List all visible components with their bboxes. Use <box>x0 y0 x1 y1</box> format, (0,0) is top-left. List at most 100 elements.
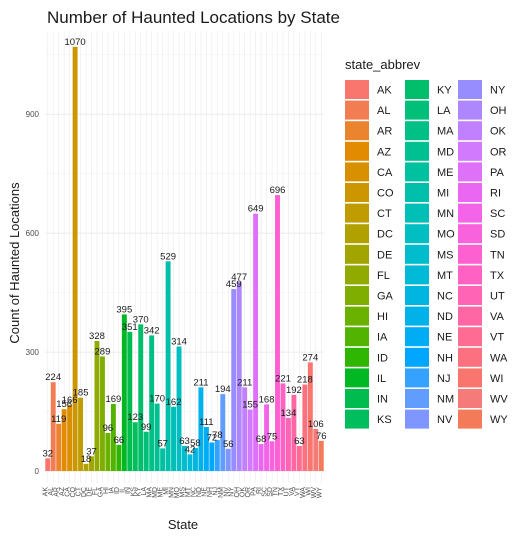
legend-label-wi: WI <box>490 373 503 385</box>
x-tick-label: NJ <box>212 487 219 496</box>
legend-key-mi <box>405 183 429 202</box>
bar-ut <box>285 417 291 471</box>
data-label-vt: 63 <box>294 436 305 447</box>
x-tick-label: CA <box>65 487 72 497</box>
x-tick-label: MN <box>169 487 176 498</box>
bar-series <box>45 46 324 472</box>
legend-key-wi <box>458 368 482 388</box>
data-label-va: 192 <box>286 385 302 396</box>
legend-label-sc: SC <box>490 208 505 220</box>
data-label-ok: 211 <box>237 377 252 388</box>
data-label-sc: 168 <box>259 394 275 405</box>
x-tick-label: HI <box>103 487 110 494</box>
legend-key-nh <box>405 347 429 367</box>
bar-il <box>121 314 127 471</box>
bar-in <box>127 331 133 471</box>
y-tick-label: 300 <box>26 348 40 357</box>
legend-key-tn <box>458 244 482 264</box>
legend-label-ms: MS <box>437 249 454 261</box>
data-label-ar: 119 <box>51 414 66 425</box>
data-label-ms: 63 <box>179 436 190 447</box>
legend-label-oh: OH <box>490 105 507 117</box>
legend-key-ms <box>405 244 429 264</box>
chart-title: Number of Haunted Locations by State <box>47 8 340 27</box>
legend-label-wy: WY <box>490 414 508 426</box>
legend-label-wv: WV <box>490 394 508 406</box>
x-tick-label: OR <box>245 487 252 498</box>
bar-ks <box>132 422 138 471</box>
x-tick-label: KY <box>136 487 143 497</box>
data-label-nj: 78 <box>212 430 223 441</box>
x-tick-label: IN <box>125 487 132 494</box>
y-axis-ticks: 0 300 600 900 <box>26 110 40 476</box>
x-tick-label: ME <box>158 487 165 498</box>
x-tick-label: MD <box>152 487 159 498</box>
legend-key-md <box>405 141 429 161</box>
legend-key-wy <box>458 409 482 429</box>
data-label-ak: 32 <box>42 448 53 459</box>
legend-label-dc: DC <box>377 229 393 241</box>
bar-wi <box>307 362 313 471</box>
data-label-nv: 56 <box>223 439 234 450</box>
legend-label-mt: MT <box>437 270 453 282</box>
legend-label-nm: NM <box>437 394 454 406</box>
bar-tx <box>280 383 286 471</box>
legend-label-ks: KS <box>377 414 392 426</box>
bar-ri <box>258 444 264 471</box>
legend-key-la <box>405 100 429 120</box>
legend-key-hi <box>345 306 369 326</box>
x-tick-label: IL <box>119 487 126 493</box>
data-label-dc: 18 <box>81 454 92 465</box>
legend-key-oh <box>458 100 482 120</box>
x-tick-label: VT <box>294 486 301 496</box>
x-tick-label: AL <box>48 487 55 496</box>
data-label-mo: 314 <box>171 337 187 348</box>
data-label-nh: 72 <box>207 432 218 443</box>
legend-label-or: OR <box>490 146 507 158</box>
data-label-nd: 211 <box>193 377 208 388</box>
legend-key-co <box>345 183 369 202</box>
x-tick-label: WA <box>300 487 307 498</box>
legend-label-il: IL <box>377 373 386 385</box>
data-label-wa: 218 <box>297 375 313 386</box>
legend-key-ca <box>345 162 369 182</box>
x-tick-label: TX <box>278 487 285 496</box>
bar-wa <box>302 384 308 471</box>
legend-key-ct <box>345 203 369 223</box>
x-tick-label: WV <box>311 487 318 499</box>
x-tick-label: MS <box>180 487 187 498</box>
x-axis-ticks: AKALARAZCACOCTDCDEFLGAHIIAIDILINKSKYLAMA… <box>43 486 324 498</box>
legend-key-dc <box>345 224 369 244</box>
y-tick-label: 900 <box>26 110 40 119</box>
legend-label-pa: PA <box>490 167 505 179</box>
legend-key-ky <box>405 80 429 99</box>
legend-label-ca: CA <box>377 167 393 179</box>
legend-label-ky: KY <box>437 85 452 97</box>
legend-key-in <box>345 389 369 408</box>
legend-label-de: DE <box>377 249 392 261</box>
data-label-ca: 166 <box>62 395 78 406</box>
legend-label-co: CO <box>377 188 394 200</box>
x-tick-label: AK <box>43 487 50 497</box>
legend-key-id <box>345 347 369 367</box>
data-label-mn: 162 <box>166 397 182 408</box>
data-label-md: 170 <box>149 394 165 405</box>
data-label-de: 37 <box>86 446 97 457</box>
bar-ne <box>203 427 209 471</box>
data-label-al: 224 <box>45 372 61 383</box>
data-label-in: 351 <box>122 322 138 333</box>
legend-key-vt <box>458 327 482 347</box>
data-label-ut: 134 <box>281 408 297 419</box>
x-tick-label: SC <box>262 487 269 497</box>
legend-label-hi: HI <box>377 311 388 323</box>
data-label-co: 1070 <box>65 37 86 48</box>
legend-key-ks <box>345 409 369 429</box>
data-label-tn: 696 <box>270 185 286 196</box>
x-tick-label: MI <box>163 487 170 495</box>
legend-label-tx: TX <box>490 270 505 282</box>
x-tick-label: FL <box>92 487 99 495</box>
bar-va <box>291 394 297 471</box>
x-tick-label: OH <box>234 487 241 498</box>
bar-ky <box>138 324 144 471</box>
